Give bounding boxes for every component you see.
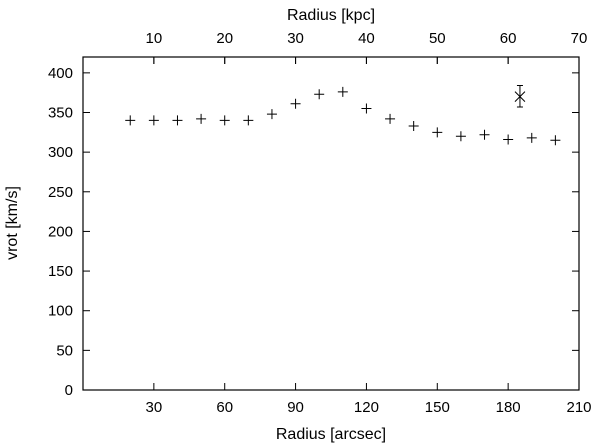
x-tick-label: 180 xyxy=(496,399,521,416)
x2-tick-label: 40 xyxy=(358,30,375,47)
x2-tick-label: 70 xyxy=(571,30,588,47)
y-tick-label: 150 xyxy=(48,263,73,280)
y-tick-label: 400 xyxy=(48,65,73,82)
x2-tick-label: 20 xyxy=(216,30,233,47)
data-point-plus xyxy=(266,109,277,120)
x2-tick-label: 30 xyxy=(287,30,304,47)
x2-tick-label: 10 xyxy=(146,30,163,47)
axis-ticks xyxy=(83,57,580,391)
data-marks xyxy=(125,85,561,146)
data-point-plus xyxy=(408,120,419,131)
x-axis-title: Radius [arcsec] xyxy=(276,426,386,443)
data-point-plus xyxy=(290,98,301,109)
y-tick-label: 300 xyxy=(48,144,73,161)
y-tick-label: 100 xyxy=(48,303,73,320)
x-tick-label: 210 xyxy=(566,399,591,416)
data-point-plus xyxy=(455,131,466,142)
x-tick-label: 90 xyxy=(287,399,304,416)
error-bar xyxy=(516,85,523,108)
data-point-plus xyxy=(503,134,514,145)
data-point-plus xyxy=(479,129,490,140)
data-point-plus xyxy=(196,113,207,124)
data-point-plus xyxy=(361,103,372,114)
x-tick-label: 150 xyxy=(425,399,450,416)
y-tick-label: 0 xyxy=(65,382,73,399)
x2-axis-title: Radius [kpc] xyxy=(287,7,375,24)
data-point-plus xyxy=(314,89,325,100)
data-point-plus xyxy=(432,127,443,138)
data-point-plus xyxy=(550,135,561,146)
data-point-plus xyxy=(337,86,348,97)
y-axis-title: vrot [km/s] xyxy=(4,186,21,260)
data-point-plus xyxy=(219,115,230,126)
y-tick-label: 200 xyxy=(48,223,73,240)
data-point-plus xyxy=(243,115,254,126)
x-tick-label: 60 xyxy=(216,399,233,416)
x-tick-label: 30 xyxy=(146,399,163,416)
y-tick-label: 350 xyxy=(48,105,73,122)
data-point-plus xyxy=(172,115,183,126)
plot-frame xyxy=(82,56,580,391)
data-point-plus xyxy=(148,115,159,126)
data-point-plus xyxy=(125,115,136,126)
axis-tick-labels: 30 60 90 120 150 180 210 10 20 30 40 50 60 70 0 50 100 15… xyxy=(48,30,592,416)
x2-tick-label: 50 xyxy=(429,30,446,47)
x-tick-label: 120 xyxy=(354,399,379,416)
data-point-plus xyxy=(385,113,396,124)
y-tick-label: 250 xyxy=(48,184,73,201)
y-tick-label: 50 xyxy=(56,342,73,359)
data-point-plus xyxy=(526,132,537,143)
x2-tick-label: 60 xyxy=(500,30,517,47)
